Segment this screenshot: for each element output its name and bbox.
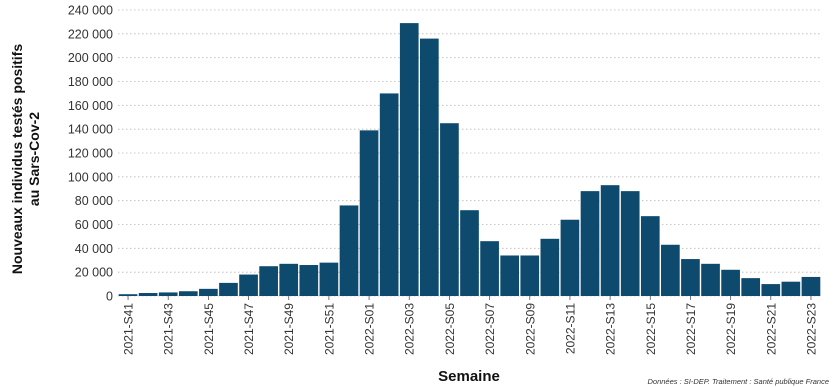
bar: [299, 265, 319, 296]
y-tick-label: 160 000: [68, 99, 113, 113]
bar: [520, 255, 540, 296]
bar: [419, 38, 439, 296]
bar: [500, 255, 520, 296]
bar: [219, 282, 238, 296]
bar: [661, 244, 680, 296]
bar: [118, 294, 138, 296]
bar: [339, 205, 359, 296]
bar: [239, 274, 258, 296]
bar: [460, 210, 479, 296]
bar: [761, 284, 781, 296]
bar: [480, 241, 499, 296]
y-tick-label: 60 000: [75, 218, 113, 232]
y-tick-label: 220 000: [68, 27, 113, 41]
y-tick-label: 240 000: [68, 4, 113, 18]
x-tick-label: 2022-S21: [764, 303, 778, 355]
y-tick-label: 80 000: [75, 194, 113, 208]
bar: [721, 269, 740, 296]
bar: [158, 292, 178, 296]
bar: [781, 281, 801, 296]
x-axis-label: Semaine: [438, 368, 500, 385]
x-tick-label: 2022-S17: [684, 303, 698, 355]
bar: [178, 291, 198, 296]
x-axis-ticks: 2021-S41 2021-S43 2021-S45 2021-S47 2021-S49…: [122, 296, 818, 355]
x-tick-label: 2021-S45: [202, 303, 216, 355]
x-tick-label: 2022-S23: [804, 303, 818, 355]
bar: [399, 23, 419, 297]
x-tick-label: 2022-S01: [363, 303, 377, 355]
grid-lines: [118, 9, 821, 297]
bar: [259, 266, 278, 296]
x-tick-label: 2021-S47: [242, 303, 256, 355]
y-tick-label: 200 000: [68, 51, 113, 65]
x-tick-label: 2022-S03: [403, 303, 417, 355]
bar: [138, 293, 158, 296]
bar: [560, 219, 580, 296]
y-tick-label: 140 000: [68, 123, 113, 137]
bar: [379, 93, 399, 296]
bar: [701, 263, 720, 296]
y-axis-ticks: 0 20 000 40 000 60 000 80 000 100 000 120 000 1…: [68, 4, 113, 304]
bar: [359, 130, 379, 296]
x-tick-label: 2022-S15: [644, 303, 658, 355]
x-tick-label: 2022-S13: [604, 303, 618, 355]
x-tick-label: 2022-S09: [523, 303, 537, 355]
y-tick-label: 120 000: [68, 147, 113, 161]
bar: [620, 191, 640, 296]
bar: [600, 185, 620, 296]
bar: [440, 123, 459, 297]
bar: [199, 288, 218, 296]
y-axis-label-line-1: Nouveaux individus testés positifs: [9, 44, 25, 274]
x-tick-label: 2021-S51: [322, 303, 336, 355]
bar: [580, 191, 600, 296]
data-source-note: Données : SI-DEP. Traitement : Santé pub…: [648, 377, 830, 386]
x-tick-label: 2021-S49: [282, 303, 296, 355]
y-tick-label: 100 000: [68, 170, 113, 184]
y-tick-label: 40 000: [75, 242, 113, 256]
bar: [640, 216, 660, 296]
bar: [319, 262, 339, 296]
bars: [118, 23, 821, 297]
x-tick-label: 2022-S05: [443, 303, 457, 355]
x-tick-label: 2021-S43: [162, 303, 176, 355]
bar: [681, 259, 700, 296]
x-tick-label: 2022-S07: [483, 303, 497, 355]
y-tick-label: 0: [106, 290, 113, 304]
bar: [279, 263, 299, 296]
y-axis-label-line-2: au Sars-Cov-2: [26, 112, 42, 206]
y-tick-label: 20 000: [75, 266, 113, 280]
bar: [741, 278, 761, 297]
y-tick-label: 180 000: [68, 75, 113, 89]
x-tick-label: 2022-S11: [563, 303, 577, 354]
bar: [801, 276, 821, 296]
x-tick-label: 2022-S19: [724, 303, 738, 355]
x-tick-label: 2021-S41: [122, 303, 136, 355]
bar: [540, 238, 560, 296]
